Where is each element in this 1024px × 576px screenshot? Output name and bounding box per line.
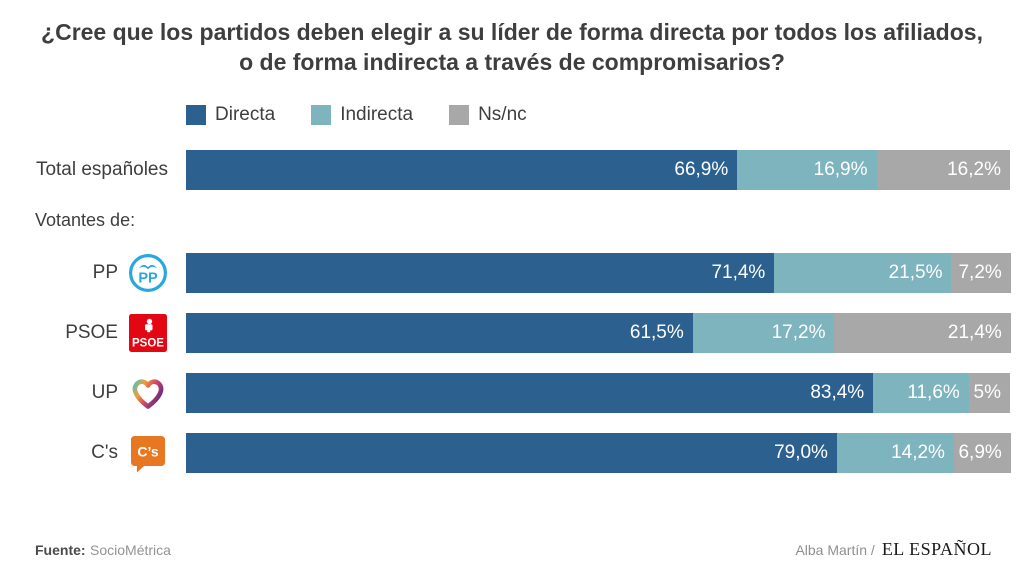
- value-label: 16,9%: [813, 158, 868, 180]
- credit: Alba Martín / EL ESPAÑOL: [795, 539, 992, 560]
- svg-text:PSOE: PSOE: [132, 337, 164, 349]
- row-label: Total españoles: [35, 158, 168, 180]
- value-label: 21,5%: [888, 261, 943, 283]
- legend-item-indirecta: Indirecta: [311, 104, 413, 126]
- bar-segment-indirecta: 14,2%: [836, 432, 954, 473]
- legend-label: Ns/nc: [478, 103, 527, 125]
- bar-segment-ns-nc: 6,9%: [953, 432, 1011, 473]
- chart-row-total-espa-oles: Total españoles 66,9% 16,9% 16,2%: [0, 149, 1010, 190]
- value-label: 83,4%: [810, 381, 865, 403]
- value-label: 66,9%: [674, 158, 729, 180]
- bar-segment-indirecta: 16,9%: [737, 149, 877, 190]
- bar-segment-directa: 61,5%: [186, 312, 693, 353]
- row-label-cell: Total españoles: [0, 159, 186, 181]
- stacked-bar: 71,4% 21,5% 7,2%: [186, 252, 1011, 293]
- value-label: 16,2%: [947, 158, 1001, 180]
- svg-text:PP: PP: [138, 270, 158, 286]
- value-label: 61,5%: [629, 321, 684, 343]
- source: Fuente: SocioMétrica: [35, 542, 171, 560]
- source-value: SocioMétrica: [90, 542, 171, 558]
- source-label: Fuente:: [35, 542, 86, 558]
- value-label: 14,2%: [891, 441, 945, 463]
- row-label: UP: [91, 381, 118, 403]
- footer: Fuente: SocioMétrica Alba Martín / EL ES…: [0, 539, 1024, 576]
- value-label: 17,2%: [771, 321, 826, 343]
- legend-label: Directa: [215, 103, 276, 125]
- chart-rows: Total españoles 66,9% 16,9% 16,2% Votantes d…: [0, 149, 1024, 493]
- chart-row-psoe: PSOE PSOE 61,5% 17,2% 21,4%: [0, 312, 1011, 353]
- credit-author: Alba Martín /: [795, 542, 875, 558]
- legend-swatch-icon: [186, 104, 206, 125]
- stacked-bar: 66,9% 16,9% 16,2%: [186, 149, 1010, 190]
- up-logo: [128, 373, 168, 413]
- bar-segment-directa: 66,9%: [186, 149, 738, 190]
- stacked-bar: 61,5% 17,2% 21,4%: [186, 312, 1011, 353]
- value-label: 79,0%: [774, 441, 828, 463]
- svg-text:C’s: C’s: [137, 443, 158, 459]
- row-label-cell: PP PP: [0, 253, 186, 293]
- bar-segment-directa: 83,4%: [186, 372, 874, 413]
- legend-item-directa: Directa: [186, 104, 275, 126]
- legend-item-ns-nc: Ns/nc: [449, 104, 527, 126]
- stacked-bar: 79,0% 14,2% 6,9%: [186, 432, 1011, 473]
- value-label: 21,4%: [947, 321, 1002, 343]
- legend-label: Indirecta: [340, 103, 414, 125]
- chart-row-pp: PP PP 71,4% 21,5% 7,2%: [0, 252, 1011, 293]
- row-label: PP: [92, 261, 118, 283]
- bar-segment-indirecta: 17,2%: [692, 312, 835, 353]
- pp-logo: PP: [128, 253, 168, 293]
- bar-segment-directa: 79,0%: [186, 432, 837, 473]
- chart-row-c-s: C's C’s 79,0% 14,2% 6,9%: [0, 432, 1011, 473]
- row-label-cell: PSOE PSOE: [0, 313, 186, 353]
- value-label: 71,4%: [711, 261, 766, 283]
- cs-logo: C’s: [128, 433, 168, 473]
- bar-segment-ns-nc: 5%: [968, 372, 1010, 413]
- legend: Directa Indirecta Ns/nc: [186, 104, 1024, 126]
- bar-segment-directa: 71,4%: [186, 252, 775, 293]
- chart-title: ¿Cree que los partidos deben elegir a su…: [41, 19, 983, 75]
- chart-row-up: UP 83,4% 11,6% 5%: [0, 372, 1010, 413]
- legend-swatch-icon: [311, 104, 332, 125]
- value-label: 11,6%: [907, 381, 960, 403]
- stacked-bar: 83,4% 11,6% 5%: [186, 372, 1010, 413]
- row-label: C's: [91, 441, 118, 463]
- value-label: 7,2%: [958, 261, 1002, 283]
- value-label: 5%: [973, 381, 1001, 403]
- value-label: 6,9%: [958, 441, 1002, 463]
- bar-segment-indirecta: 11,6%: [873, 372, 969, 413]
- bar-segment-ns-nc: 21,4%: [834, 312, 1011, 353]
- legend-swatch-icon: [449, 104, 470, 125]
- bar-segment-ns-nc: 7,2%: [951, 252, 1011, 293]
- bar-segment-indirecta: 21,5%: [774, 252, 952, 293]
- section-label: Votantes de:: [35, 209, 136, 230]
- psoe-logo: PSOE: [128, 313, 168, 353]
- row-label-cell: C's C’s: [0, 433, 186, 473]
- bar-segment-ns-nc: 16,2%: [876, 149, 1010, 190]
- row-label: PSOE: [65, 321, 118, 343]
- row-label-cell: UP: [0, 373, 186, 413]
- el-espanol-logo: EL ESPAÑOL: [881, 539, 992, 559]
